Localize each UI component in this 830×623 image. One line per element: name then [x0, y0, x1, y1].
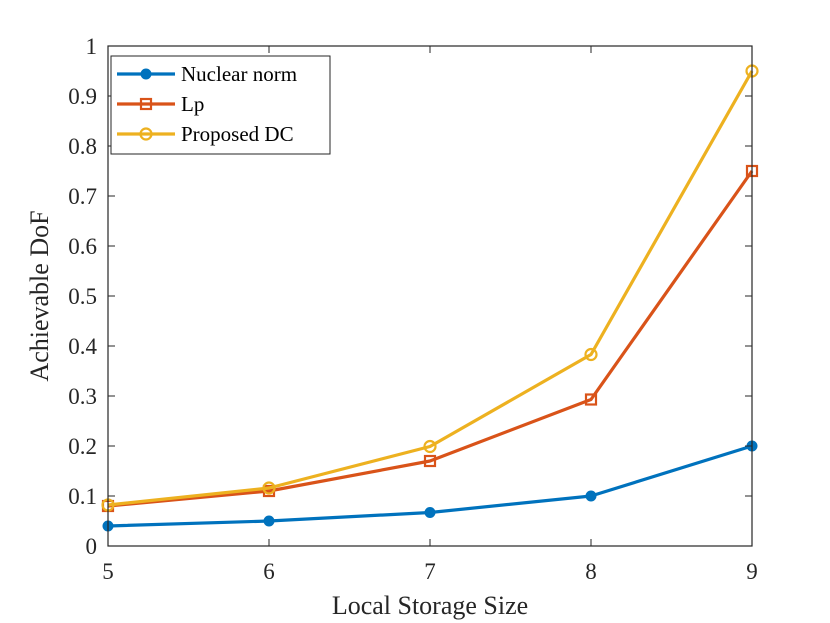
legend-entry: Lp [117, 92, 204, 116]
data-point [423, 454, 437, 468]
y-tick-label: 0.3 [68, 384, 97, 409]
data-point [263, 515, 275, 527]
y-axis-label: Achievable DoF [25, 210, 54, 381]
data-point [424, 507, 436, 518]
tick-layer: 5 6 7 8 9 0 0.1 0.2 0.3 0.4 0.5 0.6 0.7 0.8 0.9 1 [68, 34, 758, 584]
x-tick-label: 5 [102, 559, 114, 584]
legend-label: Proposed DC [181, 122, 294, 146]
data-point [584, 347, 598, 362]
y-tick-label: 0.8 [68, 134, 97, 159]
y-tick-label: 0.6 [68, 234, 97, 259]
legend-entry: Nuclear norm [117, 62, 297, 86]
legend-marker [140, 68, 152, 80]
x-tick-label: 9 [746, 559, 758, 584]
series-layer [101, 64, 759, 532]
y-tick-label: 0.7 [68, 184, 97, 209]
x-tick-label: 6 [263, 559, 275, 584]
legend-entry: Proposed DC [117, 122, 294, 146]
legend: Nuclear norm Lp Proposed DC [110, 55, 331, 155]
y-tick-label: 0.1 [68, 484, 97, 509]
legend-marker [139, 97, 153, 111]
y-tick-label: 0.9 [68, 84, 97, 109]
y-tick-label: 0.2 [68, 434, 97, 459]
legend-label: Nuclear norm [181, 62, 297, 86]
data-point [262, 481, 276, 495]
legend-label: Lp [181, 92, 204, 116]
y-tick-label: 1 [86, 34, 98, 59]
series-nuclear-norm [102, 440, 758, 532]
y-tick-label: 0.5 [68, 284, 97, 309]
y-tick-label: 0.4 [68, 334, 97, 359]
data-point [423, 439, 437, 454]
x-tick-label: 8 [585, 559, 597, 584]
series-line [107, 170, 754, 508]
data-point [584, 393, 598, 406]
x-axis-label: Local Storage Size [332, 591, 528, 620]
y-tick-label: 0 [86, 534, 98, 559]
x-tick-label: 7 [424, 559, 436, 584]
legend-marker [139, 127, 153, 141]
data-point [585, 490, 597, 502]
series-line [107, 70, 754, 507]
